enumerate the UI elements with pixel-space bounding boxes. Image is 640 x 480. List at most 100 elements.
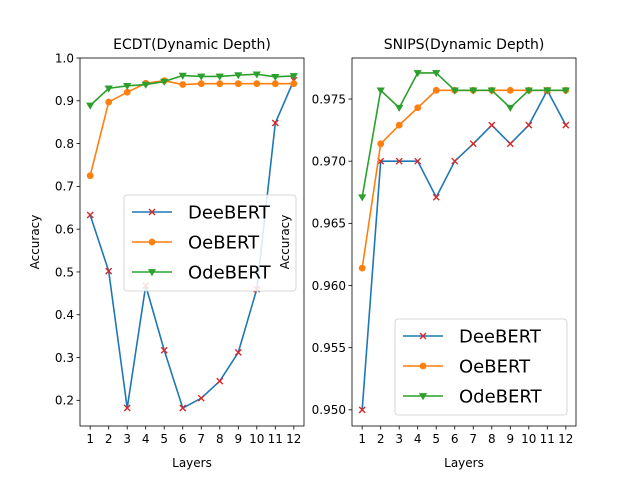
data-point (271, 74, 280, 82)
data-point (395, 157, 403, 165)
x-tick-label: 8 (216, 432, 224, 446)
data-point (197, 394, 205, 402)
data-point (419, 332, 427, 340)
data-point (432, 193, 440, 201)
x-tick-label: 11 (268, 432, 283, 446)
data-point (179, 81, 187, 88)
data-point (86, 211, 94, 219)
data-point (104, 85, 113, 93)
data-point (469, 87, 478, 95)
data-point (123, 88, 131, 96)
y-tick-label: 0.970 (312, 154, 346, 168)
data-point (432, 70, 441, 78)
x-tick-label: 9 (234, 432, 242, 446)
data-point (506, 104, 515, 112)
x-tick-label: 2 (377, 432, 385, 446)
x-axis-label: Layers (172, 456, 212, 470)
data-point (413, 70, 422, 78)
y-tick-label: 0.965 (312, 217, 346, 231)
data-point (234, 72, 243, 80)
x-tick-label: 1 (358, 432, 366, 446)
legend-box (123, 194, 297, 292)
data-point (488, 121, 496, 129)
data-point (395, 104, 404, 112)
data-point (105, 98, 113, 106)
y-axis-label: Accuracy (278, 215, 292, 270)
data-point (358, 406, 366, 414)
x-tick-label: 7 (197, 432, 205, 446)
data-point (506, 140, 514, 148)
data-point (414, 104, 422, 112)
data-point (451, 157, 459, 165)
chart-title: SNIPS(Dynamic Depth) (384, 37, 545, 53)
legend-entry: OeBERT (459, 357, 531, 378)
x-tick-label: 1 (86, 432, 94, 446)
x-tick-label: 4 (142, 432, 150, 446)
y-tick-label: 0.960 (312, 279, 346, 293)
data-point (86, 102, 95, 110)
x-tick-label: 2 (105, 432, 113, 446)
x-tick-label: 10 (521, 432, 536, 446)
data-point (178, 72, 187, 80)
data-point (418, 393, 428, 401)
y-tick-label: 0.2 (55, 394, 74, 408)
chart-ecdt: ECDT(Dynamic Depth) 1 2 3 4 5 6 7 8 9 10 11 120.20.… (28, 37, 305, 470)
y-tick-label: 0.3 (55, 351, 74, 365)
x-tick-label: 11 (540, 432, 555, 446)
x-tick-label: 3 (123, 432, 131, 446)
data-point (234, 80, 242, 88)
y-tick-label: 0.955 (312, 341, 346, 355)
data-point (197, 80, 205, 88)
data-point (377, 140, 385, 148)
legend: DeeBERT OeBERT OdeBERT (123, 194, 297, 292)
data-point (419, 362, 427, 370)
chart-snips: SNIPS(Dynamic Depth) 1 2 3 4 5 6 7 8 9 10 11 120.95… (278, 37, 577, 470)
data-point (147, 269, 157, 277)
y-tick-label: 0.4 (55, 308, 74, 322)
x-tick-label: 5 (160, 432, 168, 446)
x-tick-label: 3 (395, 432, 403, 446)
x-tick-label: 10 (249, 432, 264, 446)
x-tick-label: 7 (469, 432, 477, 446)
data-point (450, 87, 459, 95)
data-point (253, 80, 261, 88)
legend-box (394, 318, 568, 416)
x-axis-label: Layers (444, 456, 484, 470)
series-line (361, 72, 566, 198)
data-point (414, 157, 422, 165)
legend-entry: OdeBERT (459, 387, 543, 408)
data-point (487, 87, 496, 95)
data-point (215, 73, 224, 81)
data-point (160, 346, 168, 354)
data-point (105, 267, 113, 275)
data-point (271, 119, 279, 127)
data-point (123, 404, 131, 412)
legend-entry: DeeBERT (459, 327, 542, 348)
y-tick-label: 0.5 (55, 265, 74, 279)
data-point (562, 121, 570, 129)
data-point (179, 404, 187, 412)
data-point (148, 238, 156, 246)
y-axis-label: Accuracy (28, 215, 42, 270)
x-tick-label: 12 (558, 432, 573, 446)
data-point (290, 80, 298, 88)
data-point (376, 87, 385, 95)
data-point (271, 80, 279, 88)
y-tick-label: 0.975 (312, 92, 346, 106)
series-line (361, 89, 567, 410)
x-tick-label: 6 (179, 432, 187, 446)
x-tick-label: 8 (488, 432, 496, 446)
chart-title: ECDT(Dynamic Depth) (113, 37, 271, 53)
series-line (89, 73, 294, 107)
data-point (561, 87, 570, 95)
legend-entry: DeeBERT (188, 203, 271, 224)
data-point (432, 86, 440, 94)
y-tick-label: 0.9 (55, 94, 74, 108)
x-tick-label: 5 (432, 432, 440, 446)
data-point (216, 80, 224, 88)
y-tick-label: 1.0 (55, 51, 74, 65)
data-point (289, 73, 298, 81)
legend-entry: OeBERT (188, 233, 260, 254)
data-point (469, 140, 477, 148)
